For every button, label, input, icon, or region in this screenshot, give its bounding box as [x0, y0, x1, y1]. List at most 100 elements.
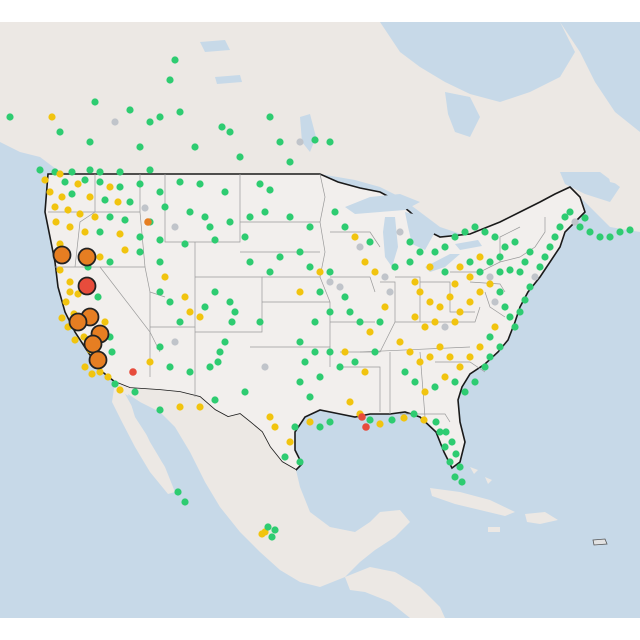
sensor-markers[interactable]	[6, 56, 634, 541]
sensor-marker-large[interactable]	[83, 334, 103, 354]
sensor-marker[interactable]	[161, 273, 169, 281]
sensor-marker[interactable]	[121, 246, 129, 254]
sensor-marker[interactable]	[326, 268, 334, 276]
sensor-marker[interactable]	[416, 288, 424, 296]
sensor-marker[interactable]	[416, 358, 424, 366]
sensor-marker[interactable]	[361, 258, 369, 266]
sensor-marker[interactable]	[171, 56, 179, 64]
sensor-marker[interactable]	[411, 378, 419, 386]
sensor-marker[interactable]	[181, 498, 189, 506]
sensor-marker[interactable]	[286, 158, 294, 166]
sensor-marker[interactable]	[431, 248, 439, 256]
sensor-marker[interactable]	[191, 143, 199, 151]
sensor-marker-unhealthy[interactable]	[129, 368, 137, 376]
sensor-marker-unhealthy[interactable]	[144, 218, 152, 226]
sensor-marker[interactable]	[351, 358, 359, 366]
sensor-marker[interactable]	[326, 278, 334, 286]
sensor-marker[interactable]	[228, 318, 236, 326]
sensor-marker[interactable]	[258, 530, 266, 538]
sensor-marker[interactable]	[406, 348, 414, 356]
sensor-marker[interactable]	[126, 106, 134, 114]
sensor-marker[interactable]	[111, 118, 119, 126]
sensor-marker[interactable]	[576, 223, 584, 231]
sensor-marker[interactable]	[246, 258, 254, 266]
sensor-marker[interactable]	[456, 263, 464, 271]
sensor-marker[interactable]	[421, 323, 429, 331]
sensor-marker[interactable]	[361, 368, 369, 376]
sensor-marker[interactable]	[306, 418, 314, 426]
sensor-marker[interactable]	[461, 388, 469, 396]
sensor-marker[interactable]	[156, 288, 164, 296]
sensor-marker[interactable]	[486, 258, 494, 266]
sensor-marker[interactable]	[396, 338, 404, 346]
sensor-marker[interactable]	[296, 248, 304, 256]
sensor-marker[interactable]	[326, 138, 334, 146]
sensor-marker[interactable]	[461, 228, 469, 236]
sensor-marker[interactable]	[426, 298, 434, 306]
sensor-marker[interactable]	[431, 383, 439, 391]
sensor-marker[interactable]	[271, 526, 279, 534]
sensor-marker[interactable]	[218, 123, 226, 131]
sensor-marker[interactable]	[131, 388, 139, 396]
sensor-marker[interactable]	[296, 378, 304, 386]
sensor-marker[interactable]	[48, 113, 56, 121]
sensor-marker[interactable]	[331, 208, 339, 216]
sensor-marker[interactable]	[266, 413, 274, 421]
sensor-marker[interactable]	[371, 268, 379, 276]
sensor-marker[interactable]	[606, 233, 614, 241]
sensor-marker-large[interactable]	[52, 245, 72, 265]
sensor-marker[interactable]	[556, 223, 564, 231]
sensor-marker[interactable]	[61, 178, 69, 186]
sensor-marker[interactable]	[586, 228, 594, 236]
sensor-marker[interactable]	[616, 228, 624, 236]
sensor-marker[interactable]	[286, 438, 294, 446]
sensor-marker-large[interactable]	[77, 276, 97, 296]
sensor-marker[interactable]	[136, 143, 144, 151]
sensor-marker[interactable]	[456, 308, 464, 316]
sensor-marker[interactable]	[176, 178, 184, 186]
sensor-marker[interactable]	[306, 393, 314, 401]
sensor-marker[interactable]	[264, 523, 272, 531]
sensor-marker[interactable]	[441, 373, 449, 381]
sensor-marker[interactable]	[276, 253, 284, 261]
sensor-marker[interactable]	[96, 168, 104, 176]
sensor-marker[interactable]	[581, 214, 589, 222]
sensor-marker[interactable]	[174, 488, 182, 496]
sensor-marker[interactable]	[346, 308, 354, 316]
sensor-marker[interactable]	[521, 296, 529, 304]
sensor-marker[interactable]	[336, 363, 344, 371]
sensor-marker[interactable]	[156, 236, 164, 244]
sensor-marker[interactable]	[316, 423, 324, 431]
sensor-marker[interactable]	[186, 368, 194, 376]
sensor-marker[interactable]	[451, 318, 459, 326]
sensor-marker[interactable]	[226, 128, 234, 136]
sensor-marker[interactable]	[291, 423, 299, 431]
sensor-marker[interactable]	[431, 318, 439, 326]
sensor-marker[interactable]	[426, 263, 434, 271]
sensor-marker[interactable]	[171, 338, 179, 346]
sensor-marker[interactable]	[256, 180, 264, 188]
sensor-marker[interactable]	[66, 288, 74, 296]
sensor-marker[interactable]	[91, 213, 99, 221]
sensor-marker[interactable]	[94, 293, 102, 301]
sensor-marker[interactable]	[296, 138, 304, 146]
sensor-marker[interactable]	[286, 213, 294, 221]
sensor-marker[interactable]	[86, 166, 94, 174]
sensor-marker[interactable]	[326, 418, 334, 426]
sensor-marker[interactable]	[74, 180, 82, 188]
sensor-marker[interactable]	[211, 288, 219, 296]
sensor-marker[interactable]	[96, 228, 104, 236]
sensor-marker[interactable]	[196, 313, 204, 321]
sensor-marker[interactable]	[411, 278, 419, 286]
sensor-marker[interactable]	[106, 213, 114, 221]
sensor-marker[interactable]	[116, 183, 124, 191]
sensor-marker[interactable]	[226, 218, 234, 226]
sensor-marker[interactable]	[516, 268, 524, 276]
sensor-marker[interactable]	[256, 318, 264, 326]
sensor-marker[interactable]	[114, 198, 122, 206]
sensor-marker[interactable]	[166, 76, 174, 84]
sensor-marker[interactable]	[111, 380, 119, 388]
sensor-marker[interactable]	[501, 303, 509, 311]
sensor-marker[interactable]	[400, 414, 408, 422]
sensor-marker[interactable]	[156, 113, 164, 121]
